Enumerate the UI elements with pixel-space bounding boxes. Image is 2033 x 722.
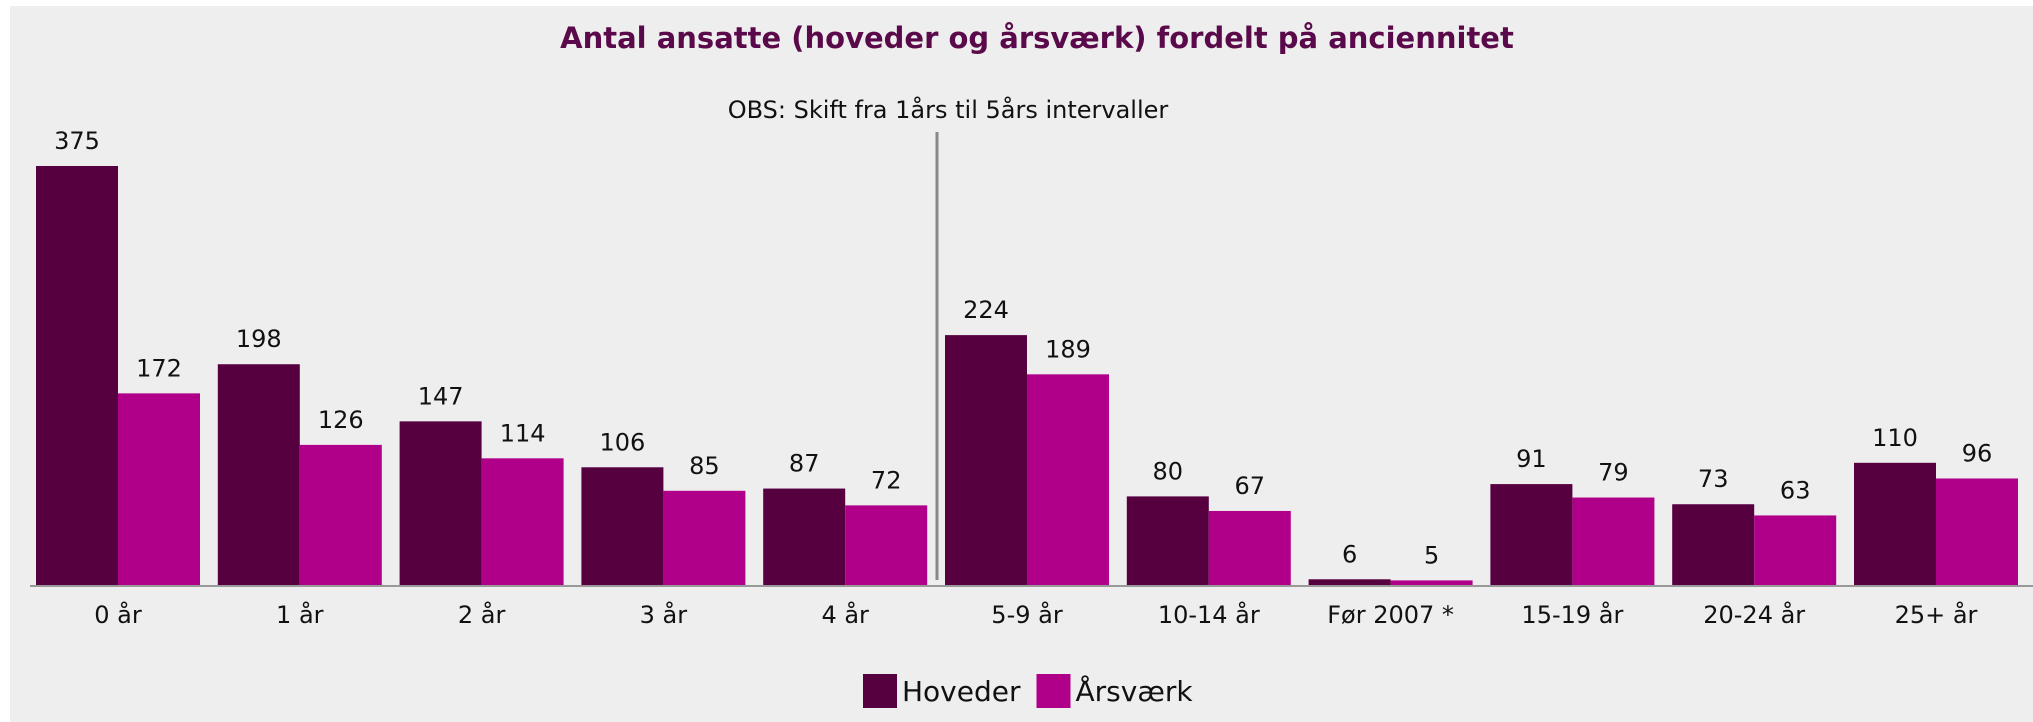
bar (945, 335, 1027, 586)
bar (299, 444, 382, 586)
bar (845, 505, 928, 586)
bar (1308, 579, 1391, 586)
value-label: 63 (1780, 476, 1811, 504)
x-tick-label: 25+ år (1895, 600, 1978, 629)
legend-swatch (1036, 674, 1071, 708)
value-label: 224 (963, 296, 1009, 324)
value-label: 91 (1516, 445, 1547, 473)
x-tick-label: 5-9 år (991, 600, 1063, 629)
chart-title: Antal ansatte (hoveder og årsværk) forde… (560, 21, 1514, 55)
bar (1572, 497, 1655, 586)
value-label: 96 (1962, 439, 1993, 467)
bar (118, 393, 200, 586)
x-tick-label: 0 år (94, 600, 142, 629)
value-label: 72 (871, 466, 902, 494)
legend-label: Hoveder (902, 675, 1021, 708)
bar (763, 488, 846, 586)
value-label: 87 (789, 450, 820, 478)
value-label: 375 (54, 127, 100, 155)
x-tick-label: 15-19 år (1521, 600, 1623, 629)
x-tick-label: 4 år (821, 600, 869, 629)
bar (1208, 510, 1291, 586)
legend-swatch (863, 674, 897, 708)
bar (663, 490, 746, 586)
annotation: OBS: Skift fra 1års til 5års intervaller (728, 95, 1169, 124)
bar (1672, 504, 1755, 586)
x-tick-label: 1 år (276, 600, 324, 629)
bar (1754, 515, 1837, 586)
bar (1027, 374, 1109, 586)
value-label: 106 (599, 428, 645, 456)
value-label: 189 (1045, 335, 1091, 363)
value-label: 85 (689, 452, 720, 480)
value-label: 147 (418, 382, 464, 410)
bar (1854, 462, 1936, 586)
bar (217, 364, 300, 586)
bar (1390, 580, 1473, 586)
value-label: 114 (500, 419, 546, 447)
bar (36, 166, 118, 586)
bar (481, 458, 564, 586)
bar (399, 421, 482, 586)
value-label: 172 (136, 354, 182, 382)
value-label: 126 (318, 406, 364, 434)
value-label: 5 (1424, 541, 1439, 569)
x-tick-label: 2 år (458, 600, 506, 629)
value-label: 67 (1235, 472, 1266, 500)
x-tick-label: 20-24 år (1703, 600, 1805, 629)
x-tick-label: 10-14 år (1158, 600, 1260, 629)
value-label: 198 (236, 325, 282, 353)
bar (581, 467, 664, 586)
value-label: 110 (1872, 424, 1918, 452)
bar (1126, 496, 1209, 586)
value-label: 73 (1698, 465, 1729, 493)
bar (1490, 484, 1573, 586)
legend-label: Årsværk (1076, 674, 1194, 708)
x-tick-label: 3 år (640, 600, 688, 629)
bar (1936, 478, 2018, 586)
value-label: 80 (1153, 457, 1184, 485)
value-label: 6 (1342, 540, 1357, 568)
value-label: 79 (1598, 459, 1629, 487)
x-tick-label: Før 2007 * (1327, 601, 1454, 629)
